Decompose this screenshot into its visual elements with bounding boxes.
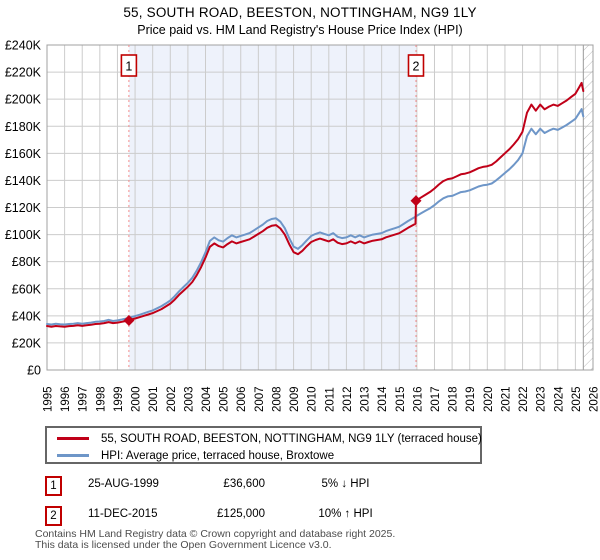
transaction-1-date: 25-AUG-1999 [88, 478, 159, 490]
sale-label-box-1 [120, 54, 138, 77]
x-axis-label: 2021 [500, 386, 512, 412]
transaction-row-2: 2 11-DEC-2015 £125,000 10% ↑ HPI [0, 506, 600, 526]
sale-label-2: 2 [413, 60, 420, 74]
x-axis-label: 2011 [324, 387, 336, 412]
x-axis-label: 2001 [148, 386, 160, 412]
x-axis-label: 2010 [307, 386, 319, 412]
transaction-1-hpi-delta: 5% ↓ HPI [321, 478, 370, 490]
x-axis-label: 2007 [254, 386, 266, 412]
y-axis-label: £160K [5, 147, 42, 161]
y-axis-label: £220K [5, 66, 42, 80]
licence-line: This data is licensed under the Open Gov… [35, 539, 332, 551]
transaction-1-price: £36,600 [223, 478, 265, 490]
legend-label-hpi: HPI: Average price, terraced house, Brox… [101, 449, 335, 462]
plot-frame [46, 44, 594, 371]
hpi-line-swatch [57, 454, 89, 457]
y-axis-label: £80K [12, 255, 42, 269]
x-axis-label: 2025 [571, 386, 583, 412]
y-axis-label: £40K [12, 309, 42, 323]
x-axis-label: 2009 [289, 386, 301, 412]
legend-item-property: 55, SOUTH ROAD, BEESTON, NOTTINGHAM, NG9… [47, 430, 482, 447]
copyright-line: Contains HM Land Registry data © Crown c… [35, 528, 396, 540]
x-axis-label: 2024 [553, 386, 565, 412]
sale-label-box-2 [407, 54, 425, 77]
y-axis-label: £240K [5, 39, 42, 53]
legend-item-hpi: HPI: Average price, terraced house, Brox… [47, 447, 480, 464]
property-line-swatch [57, 437, 89, 440]
hpi-line [46, 108, 585, 326]
x-axis-label: 2000 [131, 386, 143, 412]
x-axis-label: 2026 [589, 386, 600, 412]
y-axis-label: £140K [5, 174, 42, 188]
x-axis-label: 2017 [430, 386, 442, 412]
x-axis-label: 2004 [201, 386, 213, 412]
sale-point-1 [123, 314, 135, 326]
page-subtitle: Price paid vs. HM Land Registry's House … [137, 23, 463, 37]
x-axis-label: 1997 [78, 386, 90, 412]
x-axis-label: 2020 [483, 386, 495, 412]
x-axis-label: 2023 [536, 386, 548, 412]
transaction-2-date: 11-DEC-2015 [88, 508, 158, 520]
chart-legend: 55, SOUTH ROAD, BEESTON, NOTTINGHAM, NG9… [45, 426, 482, 464]
price-history-chart: 1 2 £0 £20K £40K £60K £80K £100K £120K £140K £160K… [5, 39, 600, 413]
x-axis-label: 2012 [342, 386, 354, 412]
x-axis-label: 2005 [219, 386, 231, 412]
transaction-1-marker: 1 [45, 476, 62, 496]
x-axis-label: 2006 [236, 386, 248, 412]
y-axis-label: £200K [5, 93, 42, 107]
transaction-2-price: £125,000 [217, 508, 265, 520]
sale-point-2 [410, 195, 422, 207]
x-axis-label: 2016 [412, 386, 424, 412]
future-hatch-region [583, 45, 593, 370]
x-axis-label: 2014 [377, 386, 389, 412]
x-axis-label: 2019 [465, 386, 477, 412]
x-axis-label: 2015 [395, 386, 407, 412]
transaction-row-1: 1 25-AUG-1999 £36,600 5% ↓ HPI [0, 476, 600, 496]
x-axis-label: 2013 [360, 386, 372, 412]
legend-label-property: 55, SOUTH ROAD, BEESTON, NOTTINGHAM, NG9… [101, 432, 482, 445]
transaction-2-hpi-delta: 10% ↑ HPI [318, 508, 373, 520]
y-axis-label: £0 [27, 364, 41, 378]
y-axis-label: £20K [12, 336, 42, 350]
y-axis-label: £60K [12, 282, 42, 296]
page-title: 55, SOUTH ROAD, BEESTON, NOTTINGHAM, NG9… [123, 5, 477, 20]
property-price-line [46, 81, 585, 328]
x-axis-label: 1999 [113, 386, 125, 412]
sale-label-1: 1 [125, 60, 132, 74]
transaction-2-marker: 2 [45, 506, 62, 526]
x-axis-label: 1995 [43, 386, 55, 412]
y-axis-label: £100K [5, 228, 42, 242]
y-axis-label: £120K [5, 201, 42, 215]
x-axis-label: 2008 [271, 386, 283, 412]
x-axis-label: 1998 [95, 386, 107, 412]
y-axis-label: £180K [5, 120, 42, 134]
x-axis-label: 2002 [166, 386, 178, 412]
x-axis-label: 1996 [60, 386, 72, 412]
x-axis-label: 2018 [448, 386, 460, 412]
x-axis-label: 2022 [518, 386, 530, 412]
x-axis-label: 2003 [183, 386, 195, 412]
